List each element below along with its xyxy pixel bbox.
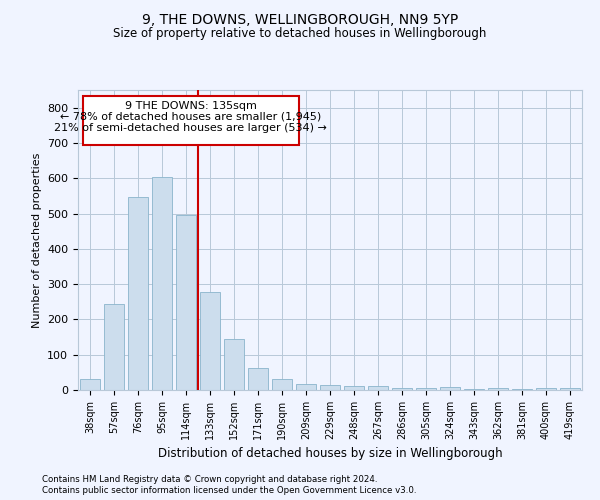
Bar xyxy=(488,388,508,390)
Bar xyxy=(416,388,436,390)
Bar xyxy=(344,386,364,390)
Text: Contains HM Land Registry data © Crown copyright and database right 2024.: Contains HM Land Registry data © Crown c… xyxy=(42,475,377,484)
Bar xyxy=(83,96,299,144)
Bar xyxy=(80,380,100,390)
Y-axis label: Number of detached properties: Number of detached properties xyxy=(32,152,41,328)
Bar xyxy=(512,389,532,390)
Text: 9, THE DOWNS, WELLINGBOROUGH, NN9 5YP: 9, THE DOWNS, WELLINGBOROUGH, NN9 5YP xyxy=(142,12,458,26)
Bar xyxy=(176,216,196,390)
Bar xyxy=(224,339,244,390)
Text: 9 THE DOWNS: 135sqm: 9 THE DOWNS: 135sqm xyxy=(125,100,257,110)
Text: ← 78% of detached houses are smaller (1,945): ← 78% of detached houses are smaller (1,… xyxy=(60,112,322,122)
Bar xyxy=(128,196,148,390)
Bar xyxy=(152,177,172,390)
Bar xyxy=(536,388,556,390)
Bar xyxy=(560,388,580,390)
Text: 21% of semi-detached houses are larger (534) →: 21% of semi-detached houses are larger (… xyxy=(55,123,327,133)
X-axis label: Distribution of detached houses by size in Wellingborough: Distribution of detached houses by size … xyxy=(158,448,502,460)
Bar xyxy=(392,388,412,390)
Bar xyxy=(320,386,340,390)
Text: Contains public sector information licensed under the Open Government Licence v3: Contains public sector information licen… xyxy=(42,486,416,495)
Text: Size of property relative to detached houses in Wellingborough: Size of property relative to detached ho… xyxy=(113,28,487,40)
Bar xyxy=(440,387,460,390)
Bar xyxy=(368,386,388,390)
Bar xyxy=(272,380,292,390)
Bar xyxy=(200,292,220,390)
Bar xyxy=(248,368,268,390)
Bar xyxy=(104,304,124,390)
Bar xyxy=(464,388,484,390)
Bar xyxy=(296,384,316,390)
